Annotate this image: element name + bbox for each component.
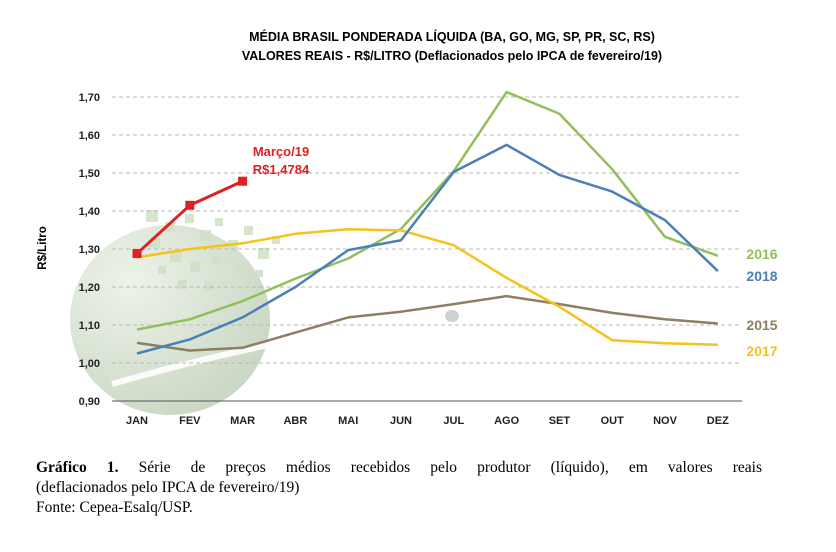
watermark-dot [445,310,459,322]
watermark-square [178,280,187,289]
x-tick-label: NOV [653,415,678,427]
gridlines [112,96,742,364]
x-tick-label: AGO [494,415,520,427]
point-2019-mar [238,176,248,186]
y-tick-label: 0,90 [79,396,100,408]
y-tick-label: 1,50 [79,168,100,180]
x-tick-label: MAR [230,415,255,427]
watermark-square [146,210,158,222]
watermark-blob [70,225,270,415]
watermark-square [190,262,200,272]
y-tick-label: 1,40 [79,206,100,218]
chart-title: MÉDIA BRASIL PONDERADA LÍQUIDA (BA, GO, … [249,29,655,44]
point-2019-fev [185,200,195,210]
series-label-2016: 2016 [746,246,777,262]
point-2019-jan [132,249,142,259]
caption-label: Gráfico 1. [36,459,119,476]
x-tick-labels: JAN FEV MAR ABR MAI JUN JUL AGO SET OUT NOV DEZ [126,415,729,427]
x-tick-label: JAN [126,415,148,427]
line-chart: 0,90 1,00 1,10 1,20 1,30 1,40 1,50 1,60 1,70 JAN… [37,29,778,427]
y-tick-label: 1,20 [79,282,100,294]
x-tick-label: MAI [338,415,358,427]
caption-source: Fonte: Cepea-Esalq/USP. [36,499,193,516]
chart-subtitle: VALORES REAIS - R$/LITRO (Deflacionados … [242,49,662,63]
watermark-swoosh [111,315,453,387]
annotation-line1: Março/19 [253,144,309,159]
series-markers [132,176,248,259]
y-tick-labels: 0,90 1,00 1,10 1,20 1,30 1,40 1,50 1,60 1,70 [79,92,100,408]
watermark-square [256,270,263,277]
watermark-square [272,236,280,244]
watermark [70,210,459,415]
watermark-square [200,230,211,241]
series-line-2017 [136,227,718,347]
watermark-square [212,256,221,265]
caption-text-2: (deflacionados pelo IPCA de fevereiro/19… [36,479,300,496]
series-label-2018: 2018 [746,268,777,284]
x-tick-label: FEV [179,415,201,427]
watermark-square [236,262,244,270]
y-tick-label: 1,00 [79,358,100,370]
x-tick-label: ABR [283,415,307,427]
watermark-square [215,218,223,226]
x-tick-label: DEZ [707,415,729,427]
x-tick-label: JUN [390,415,412,427]
watermark-square [150,238,160,248]
watermark-square [244,226,253,235]
y-axis-label: R$/Litro [37,226,49,269]
series-label-2017: 2017 [746,343,777,359]
series-line-2015 [136,294,718,352]
watermark-square [258,248,269,259]
y-tick-label: 1,30 [79,244,100,256]
watermark-square [170,250,182,262]
x-tick-label: SET [549,415,571,427]
watermark-square [165,222,175,232]
caption-text-1: Série de preços médios recebidos pelo pr… [138,459,763,476]
annotation-line2: R$1,4784 [253,162,310,177]
watermark-square [158,266,166,274]
y-tick-label: 1,10 [79,320,100,332]
series-label-2015: 2015 [746,317,777,333]
series-labels: 2015 2016 2017 2018 [746,246,777,359]
x-tick-label: JUL [443,415,464,427]
y-tick-label: 1,60 [79,130,100,142]
series-line-2018 [136,143,719,355]
x-tick-label: OUT [601,415,625,427]
figure-caption: Gráfico 1. Série de preços médios recebi… [36,458,762,518]
series-line-2016 [136,90,719,331]
y-tick-label: 1,70 [79,92,100,104]
series-lines [135,90,719,355]
watermark-square [205,282,213,290]
watermark-square [185,214,194,223]
